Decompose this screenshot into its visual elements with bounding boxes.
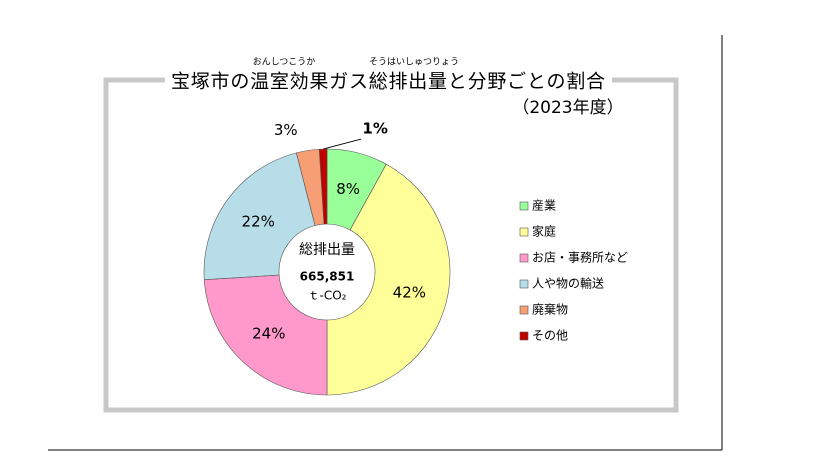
legend-label: 産業	[532, 198, 556, 213]
legend-label: 家庭	[532, 224, 556, 239]
chart-subtitle: （2023年度）	[512, 98, 623, 118]
data-label: 1%	[362, 120, 387, 138]
data-label: 3%	[274, 121, 298, 139]
center-unit: ｔ-CO₂	[308, 289, 347, 303]
legend-swatch	[519, 227, 529, 237]
legend-label: 人や物の輸送	[532, 276, 604, 291]
chart-border	[103, 77, 679, 413]
data-label: 8%	[336, 180, 360, 198]
data-label: 42%	[393, 284, 426, 302]
donut-slice	[326, 163, 451, 396]
ruby: そうはいしゅつりょう	[369, 57, 459, 68]
center-value: 665,851	[300, 270, 355, 284]
legend-label: 廃棄物	[532, 302, 568, 317]
chart-title: 宝塚市の温室効果ガス総排出量と分野ごとの割合	[171, 71, 605, 93]
legend-label: お店・事務所など	[532, 251, 628, 265]
center-label: 総排出量	[299, 242, 355, 258]
leader-line	[323, 138, 362, 150]
donut-slice	[203, 152, 316, 281]
legend-swatch	[519, 253, 529, 263]
donut-slice	[203, 274, 328, 396]
legend-label: その他	[532, 329, 568, 343]
ruby: おんしつこうか	[253, 57, 315, 68]
data-label: 24%	[252, 324, 285, 342]
legend-swatch	[519, 305, 529, 315]
data-label: 22%	[242, 213, 275, 231]
legend-swatch	[519, 279, 529, 289]
legend-swatch	[519, 201, 529, 211]
donut-slice	[318, 148, 328, 225]
legend-swatch	[519, 331, 529, 341]
